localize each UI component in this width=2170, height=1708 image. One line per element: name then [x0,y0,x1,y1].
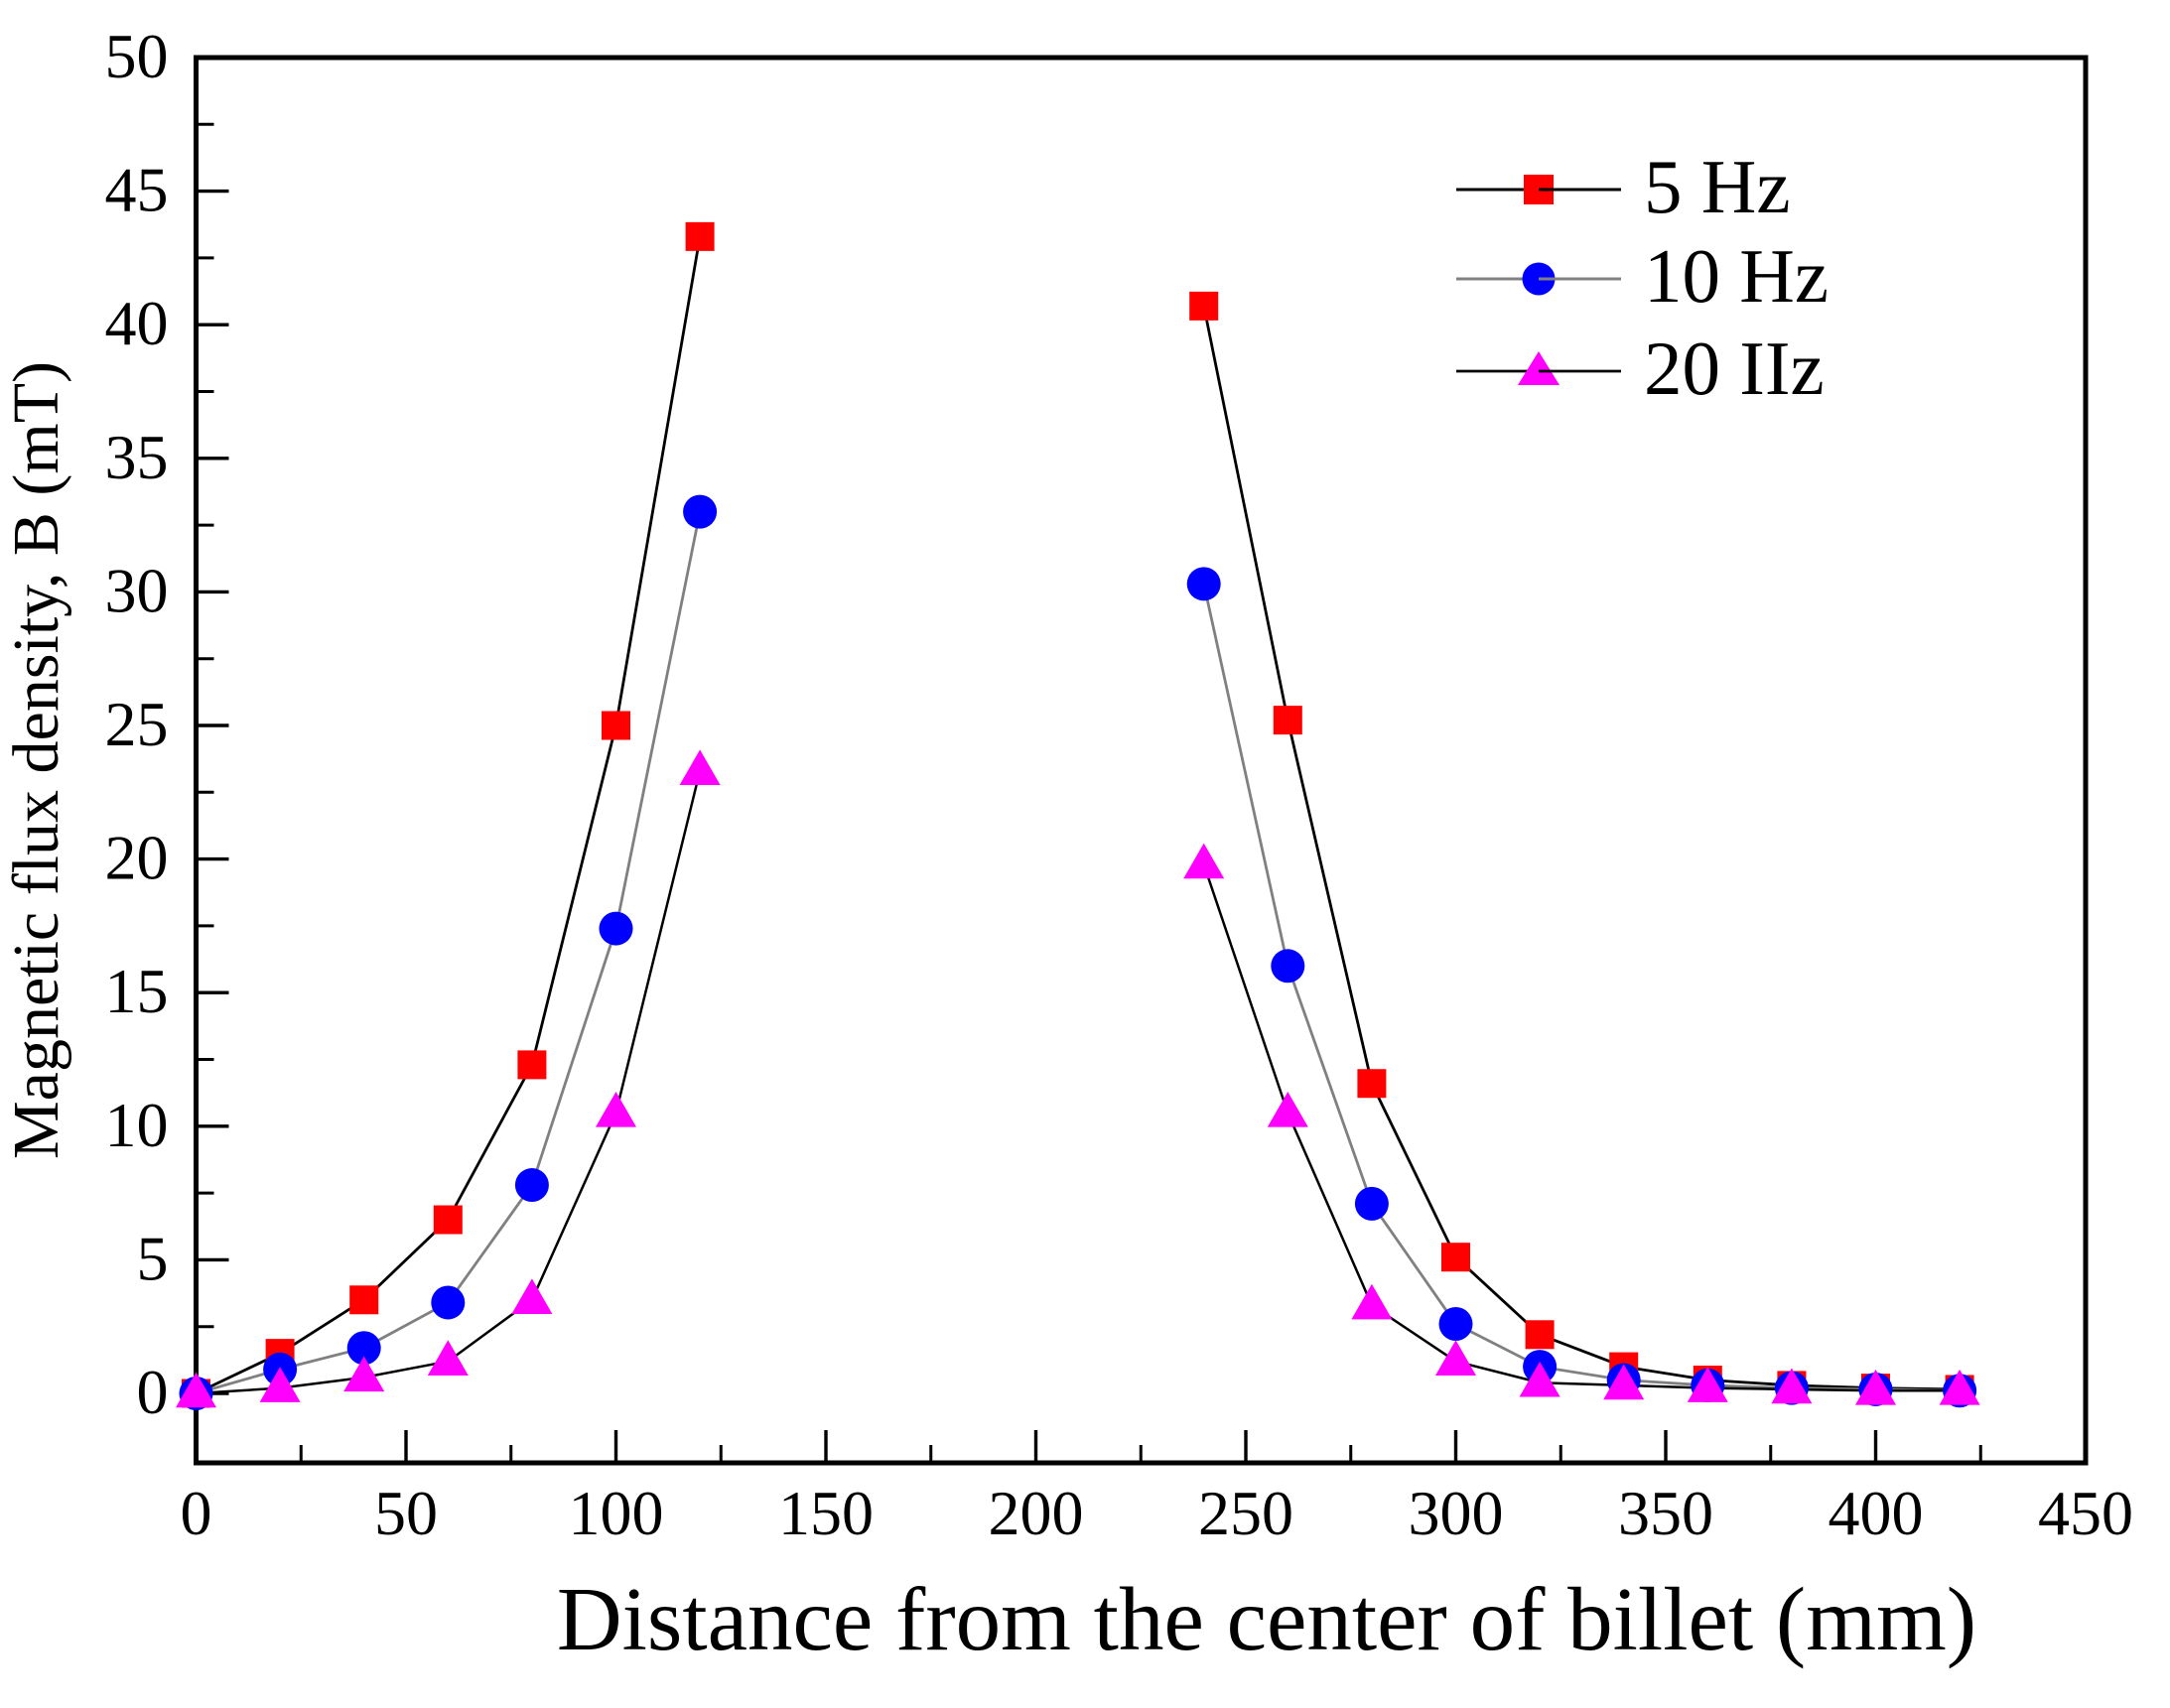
svg-text:100: 100 [569,1478,664,1548]
svg-text:200: 200 [989,1478,1084,1548]
svg-text:30: 30 [105,555,169,625]
svg-text:Distance from the center of bi: Distance from the center of billet (mm) [557,1569,1976,1669]
svg-text:50: 50 [374,1478,438,1548]
svg-text:20: 20 [105,823,169,893]
svg-text:5: 5 [137,1223,169,1293]
svg-text:50: 50 [105,21,169,91]
svg-text:35: 35 [105,422,169,492]
svg-text:20 IIz: 20 IIz [1644,326,1825,411]
svg-text:150: 150 [778,1478,874,1548]
svg-text:45: 45 [105,155,169,225]
svg-text:250: 250 [1198,1478,1293,1548]
svg-text:0: 0 [181,1478,212,1548]
svg-text:25: 25 [105,689,169,759]
svg-text:300: 300 [1409,1478,1504,1548]
svg-text:350: 350 [1618,1478,1713,1548]
svg-text:10 Hz: 10 Hz [1644,233,1829,319]
svg-text:10: 10 [105,1090,169,1160]
svg-text:450: 450 [2038,1478,2133,1548]
svg-text:15: 15 [105,956,169,1026]
svg-text:5 Hz: 5 Hz [1644,144,1791,229]
svg-text:40: 40 [105,288,169,358]
svg-text:Magnetic flux density, B (mT): Magnetic flux density, B (mT) [0,361,72,1159]
svg-text:400: 400 [1829,1478,1924,1548]
svg-text:0: 0 [137,1357,169,1427]
